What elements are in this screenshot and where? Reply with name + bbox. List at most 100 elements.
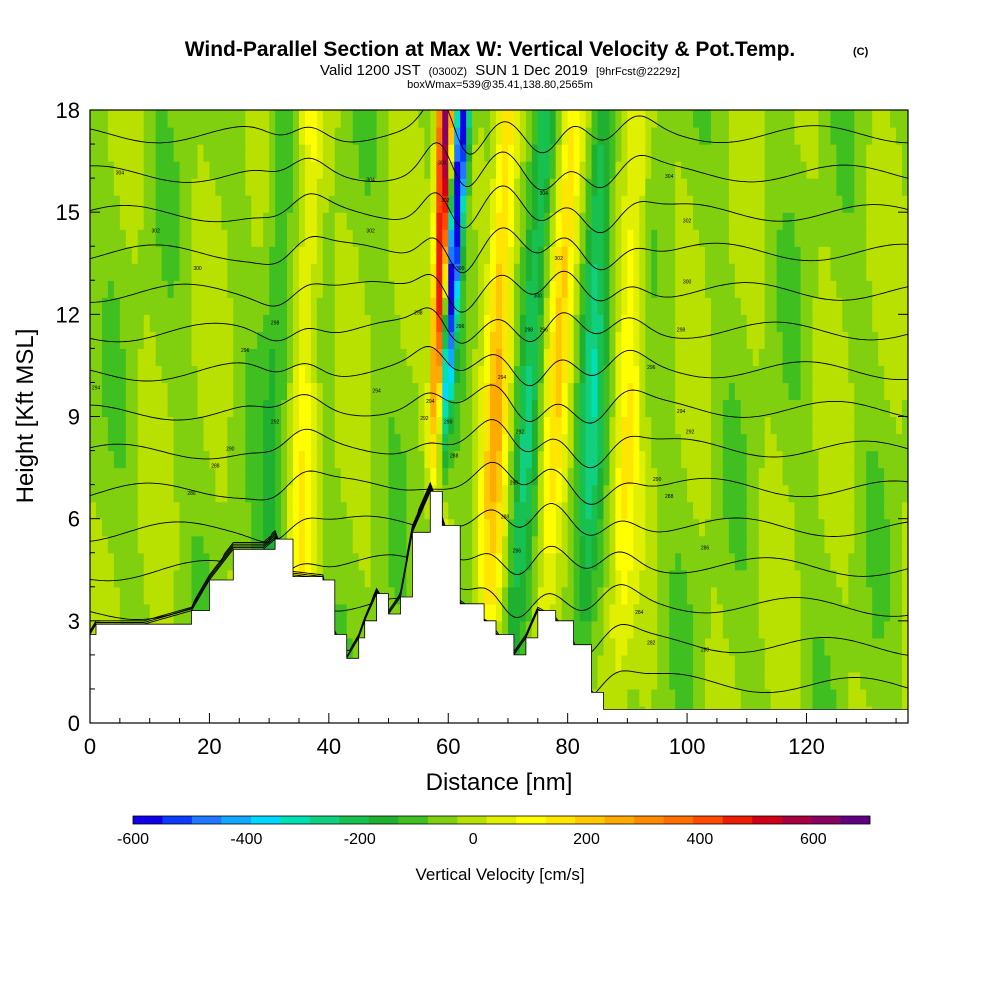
velocity-cell bbox=[418, 450, 425, 469]
velocity-cell bbox=[418, 399, 425, 418]
velocity-cell bbox=[764, 637, 772, 656]
velocity-cell bbox=[710, 484, 718, 503]
velocity-cell bbox=[555, 569, 563, 588]
velocity-cell bbox=[848, 110, 855, 128]
velocity-cell bbox=[388, 297, 396, 315]
velocity-cell bbox=[496, 280, 503, 298]
velocity-cell bbox=[710, 654, 718, 673]
velocity-cell bbox=[609, 603, 617, 622]
velocity-cell bbox=[209, 144, 216, 162]
velocity-cell bbox=[884, 552, 891, 571]
velocity-cell bbox=[567, 586, 575, 605]
velocity-cell bbox=[304, 433, 312, 452]
velocity-cell bbox=[322, 416, 330, 435]
velocity-cell bbox=[352, 416, 360, 435]
velocity-cell bbox=[454, 433, 461, 452]
velocity-cell bbox=[579, 501, 587, 520]
velocity-cell bbox=[131, 382, 139, 401]
velocity-cell bbox=[496, 382, 503, 401]
velocity-cell bbox=[651, 399, 658, 418]
velocity-cell bbox=[239, 110, 246, 128]
velocity-cell bbox=[716, 382, 724, 401]
velocity-cell bbox=[525, 178, 533, 196]
velocity-cell bbox=[334, 620, 342, 639]
velocity-cell bbox=[394, 246, 402, 264]
velocity-cell bbox=[501, 348, 509, 367]
velocity-cell bbox=[776, 161, 784, 179]
velocity-cell bbox=[818, 518, 826, 537]
velocity-cell bbox=[549, 297, 557, 315]
velocity-cell bbox=[161, 382, 169, 401]
velocity-cell bbox=[902, 535, 908, 554]
velocity-cell bbox=[633, 654, 640, 673]
velocity-cell bbox=[657, 144, 664, 162]
velocity-cell bbox=[866, 365, 873, 384]
velocity-cell bbox=[734, 399, 742, 418]
velocity-cell bbox=[507, 365, 515, 384]
velocity-cell bbox=[902, 552, 908, 571]
velocity-cell bbox=[334, 552, 342, 571]
velocity-cell bbox=[621, 586, 628, 605]
velocity-cell bbox=[752, 501, 760, 520]
velocity-cell bbox=[269, 518, 276, 537]
velocity-cell bbox=[740, 110, 748, 128]
velocity-cell bbox=[519, 535, 527, 554]
velocity-cell bbox=[860, 127, 867, 145]
velocity-cell bbox=[388, 569, 396, 588]
velocity-cell bbox=[394, 416, 402, 435]
velocity-cell bbox=[412, 331, 419, 349]
velocity-cell bbox=[818, 110, 826, 128]
velocity-cell bbox=[316, 212, 324, 230]
velocity-cell bbox=[400, 127, 408, 145]
velocity-cell bbox=[734, 620, 742, 639]
velocity-cell bbox=[113, 280, 121, 298]
velocity-cell bbox=[549, 535, 557, 554]
velocity-cell bbox=[519, 399, 527, 418]
velocity-cell bbox=[609, 535, 617, 554]
velocity-cell bbox=[340, 195, 348, 213]
velocity-cell bbox=[890, 110, 897, 128]
velocity-cell bbox=[573, 110, 581, 128]
velocity-cell bbox=[878, 365, 885, 384]
velocity-cell bbox=[860, 195, 867, 213]
velocity-cell bbox=[257, 280, 264, 298]
velocity-cell bbox=[836, 467, 843, 486]
velocity-cell bbox=[543, 331, 551, 349]
velocity-cell bbox=[716, 603, 724, 622]
velocity-cell bbox=[113, 416, 121, 435]
velocity-cell bbox=[364, 212, 372, 230]
velocity-cell bbox=[597, 416, 605, 435]
velocity-cell bbox=[90, 586, 97, 605]
velocity-cell bbox=[90, 297, 97, 315]
velocity-cell bbox=[687, 688, 694, 707]
velocity-cell bbox=[716, 263, 724, 281]
velocity-cell bbox=[406, 110, 414, 128]
velocity-cell bbox=[334, 144, 342, 162]
velocity-cell bbox=[902, 246, 908, 264]
velocity-cell bbox=[573, 586, 581, 605]
velocity-cell bbox=[693, 161, 700, 179]
velocity-cell bbox=[316, 127, 324, 145]
velocity-cell bbox=[806, 671, 814, 690]
velocity-cell bbox=[287, 467, 294, 486]
velocity-cell bbox=[716, 569, 724, 588]
velocity-cell bbox=[770, 603, 778, 622]
velocity-cell bbox=[872, 212, 879, 230]
velocity-cell bbox=[639, 348, 646, 367]
velocity-cell bbox=[722, 467, 730, 486]
velocity-cell bbox=[651, 688, 658, 707]
velocity-cell bbox=[370, 127, 378, 145]
velocity-cell bbox=[119, 450, 127, 469]
velocity-cell bbox=[704, 229, 712, 247]
velocity-cell bbox=[681, 297, 688, 315]
velocity-cell bbox=[119, 535, 127, 554]
velocity-cell bbox=[848, 671, 855, 690]
velocity-cell bbox=[591, 654, 599, 673]
velocity-cell bbox=[436, 314, 443, 332]
velocity-cell bbox=[854, 416, 861, 435]
velocity-cell bbox=[537, 433, 545, 452]
velocity-cell bbox=[585, 450, 593, 469]
velocity-cell bbox=[233, 110, 240, 128]
velocity-cell bbox=[579, 280, 587, 298]
velocity-cell bbox=[633, 586, 640, 605]
